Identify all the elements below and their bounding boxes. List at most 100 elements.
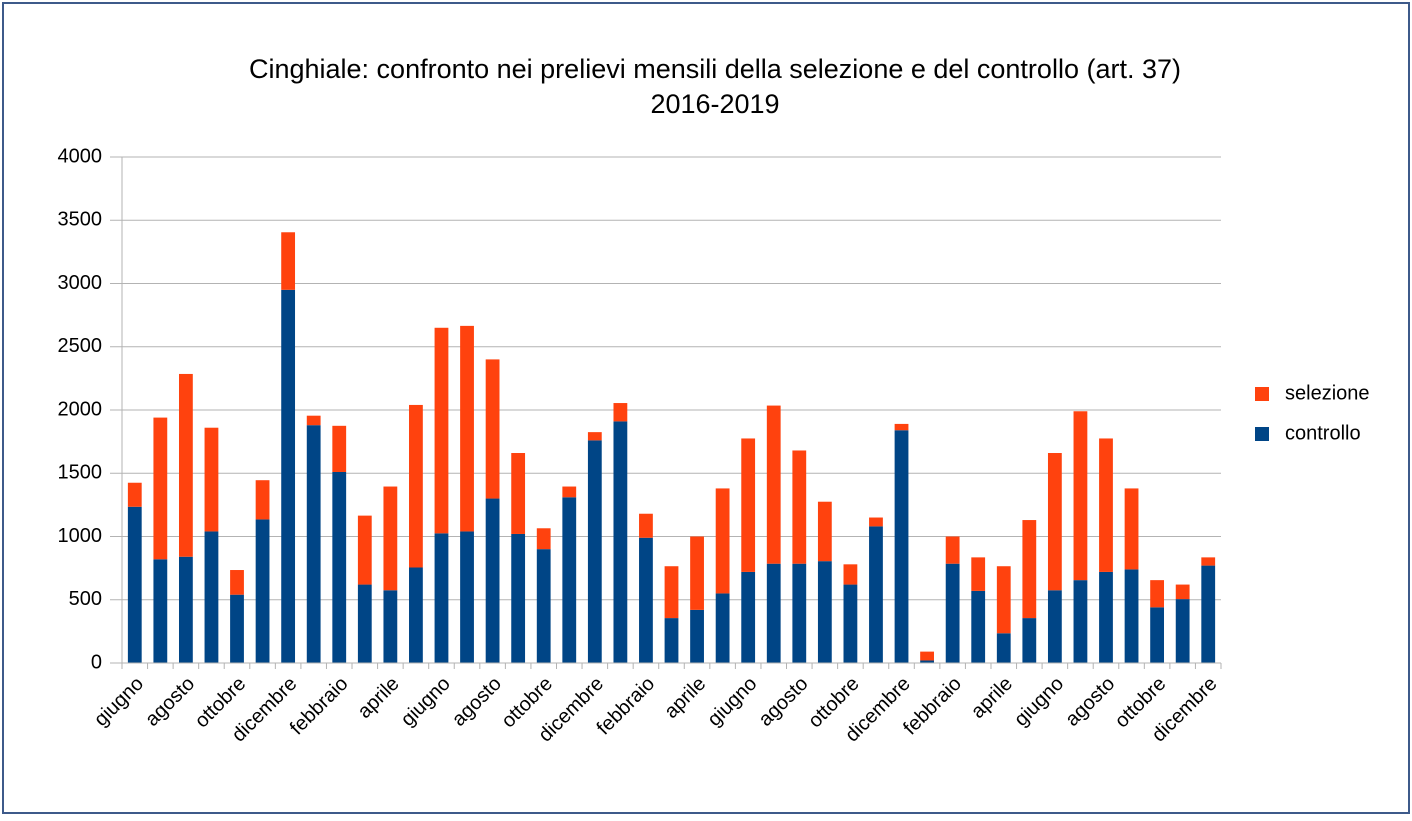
bar-segment xyxy=(127,482,142,507)
legend-label: controllo xyxy=(1285,422,1361,444)
bar-segment xyxy=(639,537,653,663)
bar-segment xyxy=(1047,453,1062,591)
bar-segment xyxy=(1201,557,1216,566)
bar-segment xyxy=(153,417,168,560)
y-tick-label: 500 xyxy=(69,588,102,610)
bar-segment xyxy=(664,566,679,619)
bar-segment xyxy=(460,325,474,532)
bar-segment xyxy=(409,567,423,663)
bar-segment xyxy=(690,609,704,663)
y-tick-label: 2500 xyxy=(58,335,103,357)
bar-segment xyxy=(255,480,270,520)
bar-segment xyxy=(230,570,244,595)
bar-segment xyxy=(1047,590,1062,663)
bar-segment xyxy=(792,563,807,663)
y-tick-label: 4000 xyxy=(58,145,103,167)
bar-segment xyxy=(383,590,398,663)
bar-segment xyxy=(741,438,756,572)
y-tick-label: 3500 xyxy=(58,209,103,231)
legend-swatch xyxy=(1255,387,1269,401)
bar-segment xyxy=(843,584,858,663)
bar-segment xyxy=(894,423,909,431)
bar-segment xyxy=(409,404,423,568)
bar-segment xyxy=(869,526,883,663)
bar-segment xyxy=(971,557,986,591)
y-tick-label: 2000 xyxy=(58,398,103,420)
chart-title: Cinghiale: confronto nei prelievi mensil… xyxy=(249,54,1181,84)
bar-segment xyxy=(920,660,934,663)
bar-segment xyxy=(587,432,602,441)
bar-segment xyxy=(715,488,730,594)
bar-segment xyxy=(332,425,347,472)
bar-segment xyxy=(613,421,628,663)
bar-segment xyxy=(485,498,500,663)
bar-segment xyxy=(766,563,781,663)
bar-segment xyxy=(664,618,679,663)
y-tick-label: 1500 xyxy=(58,462,103,484)
bar-segment xyxy=(817,501,832,562)
bar-segment xyxy=(255,519,270,663)
bar-segment xyxy=(690,536,704,610)
bar-segment xyxy=(1150,607,1165,663)
bar-segment xyxy=(1175,584,1190,600)
bar-segment xyxy=(306,425,321,663)
bar-segment xyxy=(536,528,551,550)
bar-segment xyxy=(434,533,449,663)
bar-segment xyxy=(1124,488,1139,570)
bar-segment xyxy=(1022,520,1037,619)
bar-segment xyxy=(306,415,321,426)
bar-segment xyxy=(1099,571,1113,663)
bar-segment xyxy=(741,571,756,663)
bar-segment xyxy=(613,403,628,422)
bar-segment xyxy=(920,651,934,661)
bar-segment xyxy=(1201,565,1216,663)
bar-segment xyxy=(817,561,832,663)
bar-segment xyxy=(434,327,449,534)
bar-segment xyxy=(869,517,883,527)
bar-segment xyxy=(460,531,474,663)
bar-segment xyxy=(945,536,960,564)
bar-segment xyxy=(1150,580,1165,608)
bar-segment xyxy=(178,556,193,663)
bar-segment xyxy=(511,533,526,663)
bar-segment xyxy=(536,549,551,663)
bar-segment xyxy=(1124,569,1139,663)
bar-segment xyxy=(945,563,960,663)
legend-swatch xyxy=(1255,427,1269,441)
bar-segment xyxy=(766,405,781,564)
bar-segment xyxy=(562,497,577,663)
bar-segment xyxy=(894,430,909,663)
bar-segment xyxy=(178,373,193,557)
bar-segment xyxy=(281,232,296,290)
bar-segment xyxy=(1175,599,1190,663)
bar-segment xyxy=(511,453,526,534)
bar-segment xyxy=(971,590,986,663)
bar-segment xyxy=(587,440,602,663)
y-tick-label: 3000 xyxy=(58,272,103,294)
legend-label: selezione xyxy=(1285,382,1370,404)
y-tick-label: 1000 xyxy=(58,525,103,547)
bar-segment xyxy=(996,633,1011,663)
bar-segment xyxy=(357,515,372,585)
bar-segment xyxy=(383,486,398,591)
bar-segment xyxy=(843,564,858,585)
bar-segment xyxy=(230,594,244,663)
bar-segment xyxy=(1022,618,1037,663)
bar-segment xyxy=(996,566,1011,634)
bar-segment xyxy=(204,427,219,532)
chart-subtitle: 2016-2019 xyxy=(650,89,779,119)
bar-segment xyxy=(715,593,730,663)
bar-segment xyxy=(281,289,296,663)
bar-segment xyxy=(562,486,577,498)
bar-segment xyxy=(204,531,219,663)
bar-segment xyxy=(639,513,653,538)
bar-segment xyxy=(1073,580,1088,663)
bar-segment xyxy=(357,584,372,663)
y-tick-label: 0 xyxy=(91,651,102,673)
bar-segment xyxy=(1099,438,1113,572)
bar-segment xyxy=(485,359,500,499)
bar-segment xyxy=(127,506,142,663)
bar-segment xyxy=(153,559,168,663)
